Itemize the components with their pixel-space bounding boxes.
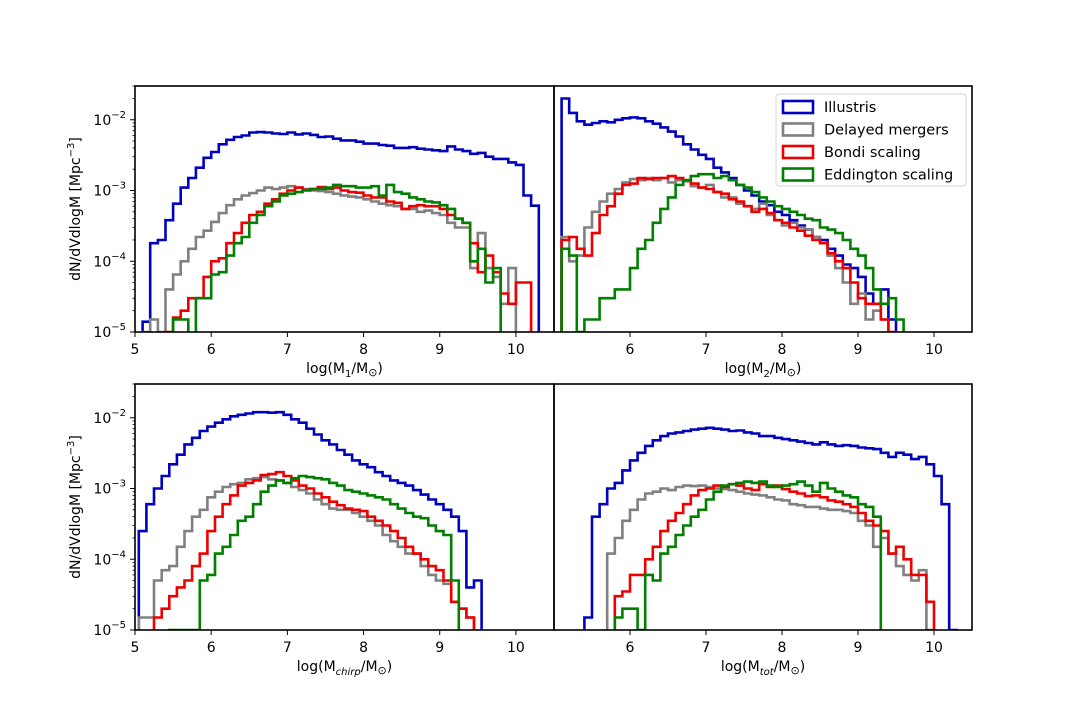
series-line-bondi-scaling — [560, 174, 898, 332]
x-tick-label: 10 — [925, 342, 943, 358]
x-axis-label: log(Mchirp/M⊙) — [297, 659, 392, 678]
series-line-delayed-mergers — [141, 184, 518, 332]
panel-m1: 5 6 7 8 9 10 10−5 10−4 10−3 10−2 log(M1/M⊙) dN/dVdl… — [66, 85, 555, 380]
legend-label-illustris: Illustris — [824, 100, 876, 116]
axes-frame — [553, 383, 973, 631]
x-tick-label: 10 — [507, 640, 525, 656]
y-tick-label: 10−3 — [93, 479, 126, 498]
series-line-eddington-scaling — [613, 480, 883, 630]
x-axis-label: log(M2/M⊙) — [725, 361, 802, 380]
panel-mchirp: 5 6 7 8 9 10 10−5 10−4 10−3 10−2 log(Mchirp/M⊙) dN/… — [66, 383, 555, 678]
series-line-illustris — [141, 130, 541, 332]
x-tick-label: 10 — [925, 640, 943, 656]
y-axis-label: dN/dVdlogM [Mpc−3] — [66, 137, 84, 281]
x-tick-label: 8 — [778, 640, 787, 656]
x-axis-label: log(M1/M⊙) — [306, 361, 383, 380]
x-tick-label: 10 — [507, 342, 525, 358]
x-tick-label: 8 — [778, 342, 787, 358]
x-tick-label: 6 — [207, 342, 216, 358]
panel-m2: 6 7 8 9 10 log(M2/M⊙) Illustris Delayed mergers… — [553, 85, 973, 380]
y-tick-label: 10−3 — [93, 181, 126, 200]
legend-swatch-eddington-scaling — [781, 167, 815, 182]
series-line-bondi-scaling — [152, 470, 476, 630]
x-tick-label: 9 — [435, 342, 444, 358]
legend-box — [775, 93, 967, 187]
series-line-eddington-scaling — [168, 474, 461, 630]
y-tick-label: 10−4 — [93, 251, 126, 270]
legend-swatch-delayed-mergers — [781, 122, 815, 137]
y-tick-label: 10−4 — [93, 549, 126, 568]
y-tick-label: 10−5 — [93, 322, 126, 341]
x-tick-label: 5 — [131, 640, 140, 656]
x-tick-label: 6 — [207, 640, 216, 656]
x-tick-label: 9 — [854, 640, 863, 656]
panel-mtot: 6 7 8 9 10 log(Mtot/M⊙) — [553, 383, 973, 678]
x-tick-label: 8 — [359, 640, 368, 656]
x-tick-label: 9 — [854, 342, 863, 358]
x-tick-label: 8 — [359, 342, 368, 358]
x-axis-label: log(Mtot/M⊙) — [721, 659, 805, 678]
series-group — [583, 426, 959, 630]
legend-swatch-bondi-scaling — [781, 144, 815, 160]
x-tick-label: 7 — [702, 640, 711, 656]
x-tick-label: 9 — [435, 640, 444, 656]
y-tick-label: 10−2 — [93, 110, 126, 129]
legend-label-delayed-mergers: Delayed mergers — [824, 123, 949, 139]
x-tick-label: 6 — [626, 342, 635, 358]
x-tick-label: 7 — [702, 342, 711, 358]
legend-label-bondi-scaling: Bondi scaling — [824, 145, 921, 161]
series-line-illustris — [137, 410, 483, 630]
x-tick-label: 7 — [283, 640, 292, 656]
y-tick-label: 10−2 — [93, 408, 126, 427]
series-line-delayed-mergers — [137, 475, 476, 630]
y-axis-label: dN/dVdlogM [Mpc−3] — [66, 435, 84, 579]
series-group — [137, 410, 483, 630]
legend: Illustris Delayed mergers Bondi scaling Edd… — [775, 93, 967, 187]
series-group — [560, 97, 905, 332]
series-line-eddington-scaling — [171, 183, 502, 332]
legend-label-eddington-scaling: Eddington scaling — [824, 168, 953, 184]
axes-frame — [553, 85, 973, 333]
y-tick-label: 10−5 — [93, 620, 126, 639]
series-line-illustris — [583, 426, 959, 630]
legend-swatch-illustris — [781, 99, 815, 115]
series-line-delayed-mergers — [560, 176, 890, 332]
x-tick-label: 6 — [626, 640, 635, 656]
series-line-eddington-scaling — [560, 172, 905, 332]
x-tick-label: 5 — [131, 342, 140, 358]
x-tick-label: 7 — [283, 342, 292, 358]
series-group — [141, 130, 541, 332]
